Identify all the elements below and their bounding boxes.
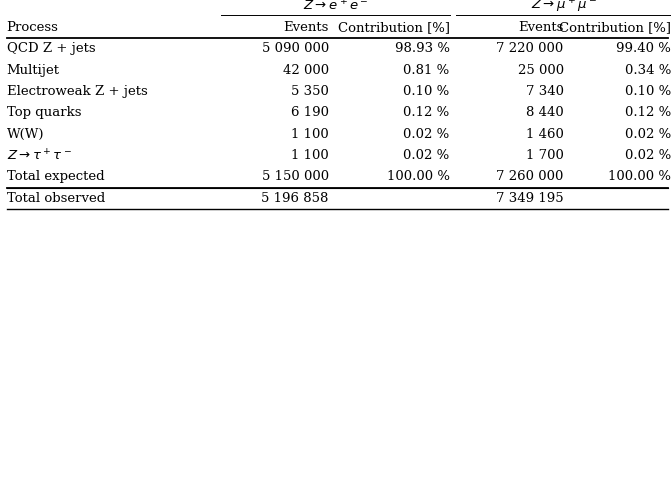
Text: 0.10 %: 0.10 % — [403, 85, 450, 98]
Text: $Z \rightarrow \tau^+\tau^-$: $Z \rightarrow \tau^+\tau^-$ — [7, 148, 72, 163]
Text: Top quarks: Top quarks — [7, 106, 81, 120]
Text: 5 350: 5 350 — [291, 85, 329, 98]
Text: 0.81 %: 0.81 % — [403, 63, 450, 76]
Text: 5 090 000: 5 090 000 — [262, 42, 329, 55]
Text: W(W): W(W) — [7, 128, 44, 141]
Text: 98.93 %: 98.93 % — [395, 42, 450, 55]
Text: 7 220 000: 7 220 000 — [497, 42, 564, 55]
Text: Total expected: Total expected — [7, 170, 104, 183]
Text: 0.34 %: 0.34 % — [625, 63, 671, 76]
Text: Contribution [%]: Contribution [%] — [559, 21, 671, 34]
Text: 100.00 %: 100.00 % — [386, 170, 450, 183]
Text: Events: Events — [518, 21, 564, 34]
Text: 42 000: 42 000 — [282, 63, 329, 76]
Text: QCD Z + jets: QCD Z + jets — [7, 42, 95, 55]
Text: Electroweak Z + jets: Electroweak Z + jets — [7, 85, 148, 98]
Text: 7 340: 7 340 — [525, 85, 564, 98]
Text: Events: Events — [283, 21, 329, 34]
Text: 25 000: 25 000 — [517, 63, 564, 76]
Text: 8 440: 8 440 — [526, 106, 564, 120]
Text: 1 700: 1 700 — [526, 149, 564, 162]
Text: 100.00 %: 100.00 % — [608, 170, 671, 183]
Text: 7 260 000: 7 260 000 — [497, 170, 564, 183]
Text: Process: Process — [7, 21, 58, 34]
Text: Total observed: Total observed — [7, 192, 105, 205]
Text: 6 190: 6 190 — [291, 106, 329, 120]
Text: 5 196 858: 5 196 858 — [262, 192, 329, 205]
Text: 1 100: 1 100 — [291, 128, 329, 141]
Text: $Z \rightarrow e^+e^-$: $Z \rightarrow e^+e^-$ — [303, 0, 368, 14]
Text: 99.40 %: 99.40 % — [616, 42, 671, 55]
Text: 0.02 %: 0.02 % — [403, 149, 450, 162]
Text: Contribution [%]: Contribution [%] — [338, 21, 450, 34]
Text: 1 460: 1 460 — [526, 128, 564, 141]
Text: 0.12 %: 0.12 % — [403, 106, 450, 120]
Text: Multijet: Multijet — [7, 63, 60, 76]
Text: 7 349 195: 7 349 195 — [496, 192, 564, 205]
Text: 0.02 %: 0.02 % — [625, 128, 671, 141]
Text: 1 100: 1 100 — [291, 149, 329, 162]
Text: 5 150 000: 5 150 000 — [262, 170, 329, 183]
Text: 0.12 %: 0.12 % — [625, 106, 671, 120]
Text: $Z \rightarrow \mu^+\mu^-$: $Z \rightarrow \mu^+\mu^-$ — [531, 0, 597, 15]
Text: 0.10 %: 0.10 % — [625, 85, 671, 98]
Text: 0.02 %: 0.02 % — [403, 128, 450, 141]
Text: 0.02 %: 0.02 % — [625, 149, 671, 162]
